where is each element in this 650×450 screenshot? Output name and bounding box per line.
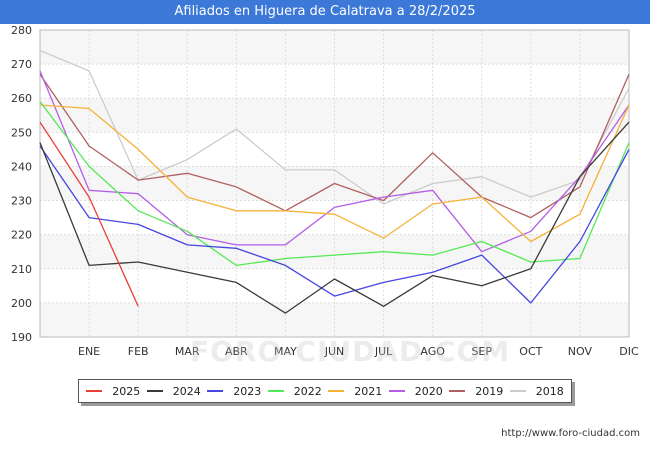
series-line-2025 — [39, 121, 139, 307]
y-tick-label: 280 — [11, 24, 32, 37]
series-line-2022 — [39, 101, 630, 267]
legend-label: 2021 — [354, 384, 383, 398]
axes: 190 200 210 220 230 240 250 260 270 280 ENE FEB MAR A… — [11, 24, 639, 358]
x-tick-label: ENE — [78, 345, 100, 358]
grid-band — [40, 132, 629, 167]
y-tick-label: 230 — [11, 195, 32, 208]
legend-swatch — [509, 390, 526, 392]
x-tick-label: DIC — [619, 345, 639, 358]
y-tick-label: 250 — [11, 126, 32, 139]
legend-label: 2023 — [233, 384, 262, 398]
series-line-2023 — [39, 145, 630, 304]
source-link[interactable]: http://www.foro-ciudad.com — [501, 428, 640, 439]
series-line-2019 — [39, 73, 630, 219]
legend: 2025 2024 2023 2022 2021 2020 2019 2018 — [78, 379, 572, 403]
y-tick-label: 210 — [11, 263, 32, 276]
legend-item-2022: 2022 — [267, 384, 322, 398]
legend-swatch — [449, 390, 466, 392]
plot-border — [39, 29, 630, 338]
x-tick-label: JUL — [374, 345, 393, 358]
x-tick-label: MAR — [175, 345, 200, 358]
x-tick-label: JUN — [324, 345, 345, 358]
y-tick-label: 240 — [11, 160, 32, 173]
legend-label: 2019 — [475, 384, 504, 398]
legend-label: 2018 — [535, 384, 564, 398]
x-tick-label: NOV — [568, 345, 593, 358]
y-tick-label: 270 — [11, 58, 32, 71]
x-tick-label: FEB — [128, 345, 149, 358]
chart-title: Afiliados en Higuera de Calatrava a 28/2… — [0, 0, 650, 24]
legend-swatch — [86, 390, 103, 392]
legend-label: 2020 — [414, 384, 443, 398]
x-tick-label: AGO — [420, 345, 445, 358]
x-tick-label: MAY — [274, 345, 297, 358]
legend-item-2024: 2024 — [146, 384, 201, 398]
x-tick-label: SEP — [471, 345, 492, 358]
legend-item-2019: 2019 — [449, 385, 503, 398]
y-tick-label: 260 — [11, 92, 32, 105]
grid-band — [40, 64, 629, 99]
legend-item-2023: 2023 — [207, 385, 261, 398]
grid-band — [40, 200, 629, 235]
legend-swatch — [328, 390, 345, 392]
legend-item-2021: 2021 — [328, 385, 382, 398]
legend-label: 2025 — [112, 384, 141, 398]
y-tick-label: 190 — [11, 331, 32, 344]
y-tick-label: 200 — [11, 297, 32, 310]
legend-label: 2024 — [172, 384, 201, 398]
legend-swatch — [207, 390, 224, 392]
x-tick-label: ABR — [225, 345, 248, 358]
legend-swatch — [388, 390, 405, 392]
legend-item-2020: 2020 — [388, 384, 443, 398]
y-tick-label: 220 — [11, 229, 32, 242]
series-lines — [39, 49, 630, 314]
legend-swatch — [146, 390, 163, 392]
x-tick-label: OCT — [519, 345, 542, 358]
series-line-2020 — [39, 70, 630, 253]
watermark: FORO-CIUDAD.COM — [190, 335, 511, 368]
series-line-2021 — [39, 104, 630, 243]
legend-swatch — [267, 390, 284, 392]
series-line-2024 — [39, 121, 630, 314]
legend-item-2018: 2018 — [509, 384, 564, 398]
legend-item-2025: 2025 — [86, 385, 140, 398]
legend-label: 2022 — [293, 384, 322, 398]
